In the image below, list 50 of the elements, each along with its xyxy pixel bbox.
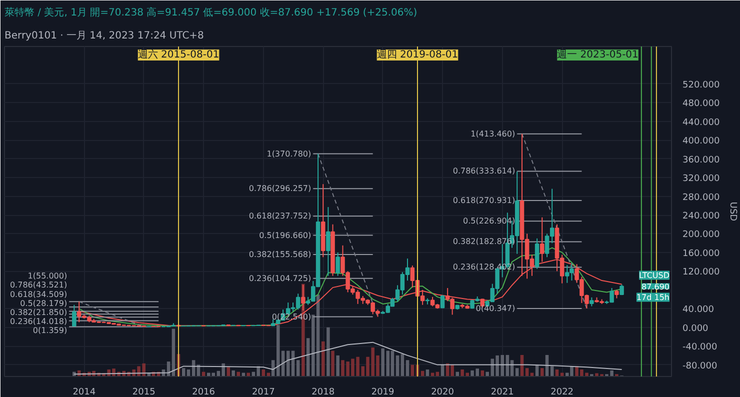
annotation: 0.382(155.568) [248,250,312,260]
x-tick-label: 2020 [431,388,454,397]
x-tick-label: 2021 [490,388,514,397]
x-tick-label: 2015 [132,388,156,397]
annotation: 1(370.780) [266,149,312,158]
y-tick-label: 520.000 [682,80,720,90]
y-tick-label: 0.000 [682,324,709,334]
annotation: 1(55.000) [28,272,68,281]
y-tick-label: 280.000 [682,192,720,203]
x-tick-label: 2022 [550,388,574,397]
y-tick-label: -80.000 [682,361,718,372]
ref-line-label: 週四 2019-08-01 [376,50,458,60]
y-tick-label: -40.000 [682,342,718,353]
ref-line-label: 週六 2015-08-01 [138,48,220,60]
annotation: 0(40.347) [476,304,516,313]
annotation: LTCUSD [639,270,670,280]
chart-subtitle: Berry0101 · 一月 14, 2023 17:24 UTC+8 [4,30,204,42]
x-tick-label: 2016 [192,388,216,397]
y-tick-label: 400.000 [682,136,720,147]
annotation: 0(1.359) [32,326,68,336]
annotation: 0.5(196.660) [259,230,312,240]
y-tick-label: 360.000 [682,155,720,166]
annotation: 0.786(296.257) [248,184,312,194]
annotation: 0.236(14.018) [10,317,68,326]
y-tick-label: 440.000 [682,118,720,128]
annotation: 0.786(43.521) [10,280,68,290]
annotation: 87.690 [642,282,670,292]
annotation: 0.236(104.725) [248,274,312,283]
x-tick-label: 2019 [371,388,395,397]
x-tick-label: 2014 [72,388,96,397]
y-tick-label: 200.000 [682,230,720,240]
chart-title: 萊特幣 / 美元, 1月 開=70.238 高=91.457 低=69.000 收=87.690 +17.569 (+25.06%) [4,6,418,18]
y-axis-title: USD [728,202,738,222]
annotation: 17d 15h [636,292,670,302]
annotation: 1(413.460) [470,129,516,138]
y-tick-label: 160.000 [682,248,720,259]
annotation: 0.618(34.509) [10,290,68,299]
ref-line-label: 週一 2023-05-01 [557,50,638,60]
y-tick-label: 120.000 [682,268,720,278]
annotation: 0.786(333.614) [452,166,516,176]
y-tick-label: 40.000 [682,305,714,316]
y-tick-label: 320.000 [682,174,720,184]
x-tick-label: 2018 [312,388,335,397]
x-tick-label: 2017 [252,388,275,397]
annotation: 0.618(237.752) [248,212,312,221]
annotation: 0.618(270.931) [452,196,516,206]
y-tick-label: 480.000 [682,99,720,110]
annotation: 0.382(21.850) [10,308,68,317]
annotation: 0.5(28.179) [20,298,68,308]
y-tick-label: 240.000 [682,212,720,222]
